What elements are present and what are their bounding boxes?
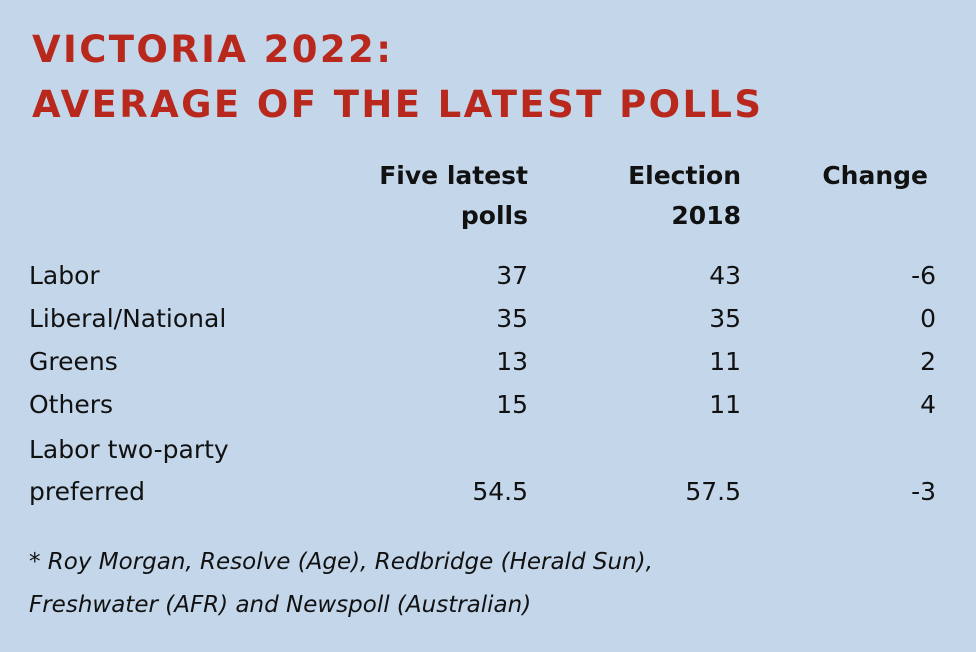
row-label: Liberal/National xyxy=(29,304,227,333)
column-header-five-latest-polls: Five latest polls xyxy=(379,156,528,236)
five-latest-value: 13 xyxy=(496,347,528,376)
five-latest-value: 54.5 xyxy=(472,477,528,506)
election-2018-value: 57.5 xyxy=(685,477,741,506)
change-value: 4 xyxy=(920,390,936,419)
column-header-change-label: Change xyxy=(822,161,928,190)
row-label: Labor xyxy=(29,261,100,290)
column-header-election-line-1: Election xyxy=(628,161,741,190)
column-header-five-latest-line-2: polls xyxy=(460,201,528,230)
footnote-line-2: Freshwater (AFR) and Newspoll (Australia… xyxy=(29,592,532,618)
row-label-line-2: preferred xyxy=(29,477,145,506)
column-header-election-2018: Election 2018 xyxy=(628,156,741,236)
row-label: Others xyxy=(29,390,114,419)
column-header-election-line-2: 2018 xyxy=(671,201,741,230)
election-2018-value: 11 xyxy=(709,390,741,419)
change-value: 2 xyxy=(920,347,936,376)
election-2018-value: 11 xyxy=(709,347,741,376)
footnote-line-1: * Roy Morgan, Resolve (Age), Redbridge (… xyxy=(29,549,653,575)
footnote: * Roy Morgan, Resolve (Age), Redbridge (… xyxy=(29,541,653,627)
row-label: Greens xyxy=(29,347,118,376)
column-header-change: Change xyxy=(822,156,928,196)
row-label-line-1: Labor two-party xyxy=(29,435,229,464)
change-value: 0 xyxy=(920,304,936,333)
column-header-five-latest-line-1: Five latest xyxy=(379,161,528,190)
title-line-1: VICTORIA 2022: xyxy=(32,28,394,71)
change-value: -6 xyxy=(911,261,936,290)
five-latest-value: 37 xyxy=(496,261,528,290)
election-2018-value: 43 xyxy=(709,261,741,290)
five-latest-value: 35 xyxy=(496,304,528,333)
election-2018-value: 35 xyxy=(709,304,741,333)
change-value: -3 xyxy=(911,477,936,506)
title-line-2: AVERAGE OF THE LATEST POLLS xyxy=(32,83,764,126)
page-title: VICTORIA 2022: AVERAGE OF THE LATEST POL… xyxy=(32,22,763,132)
five-latest-value: 15 xyxy=(496,390,528,419)
